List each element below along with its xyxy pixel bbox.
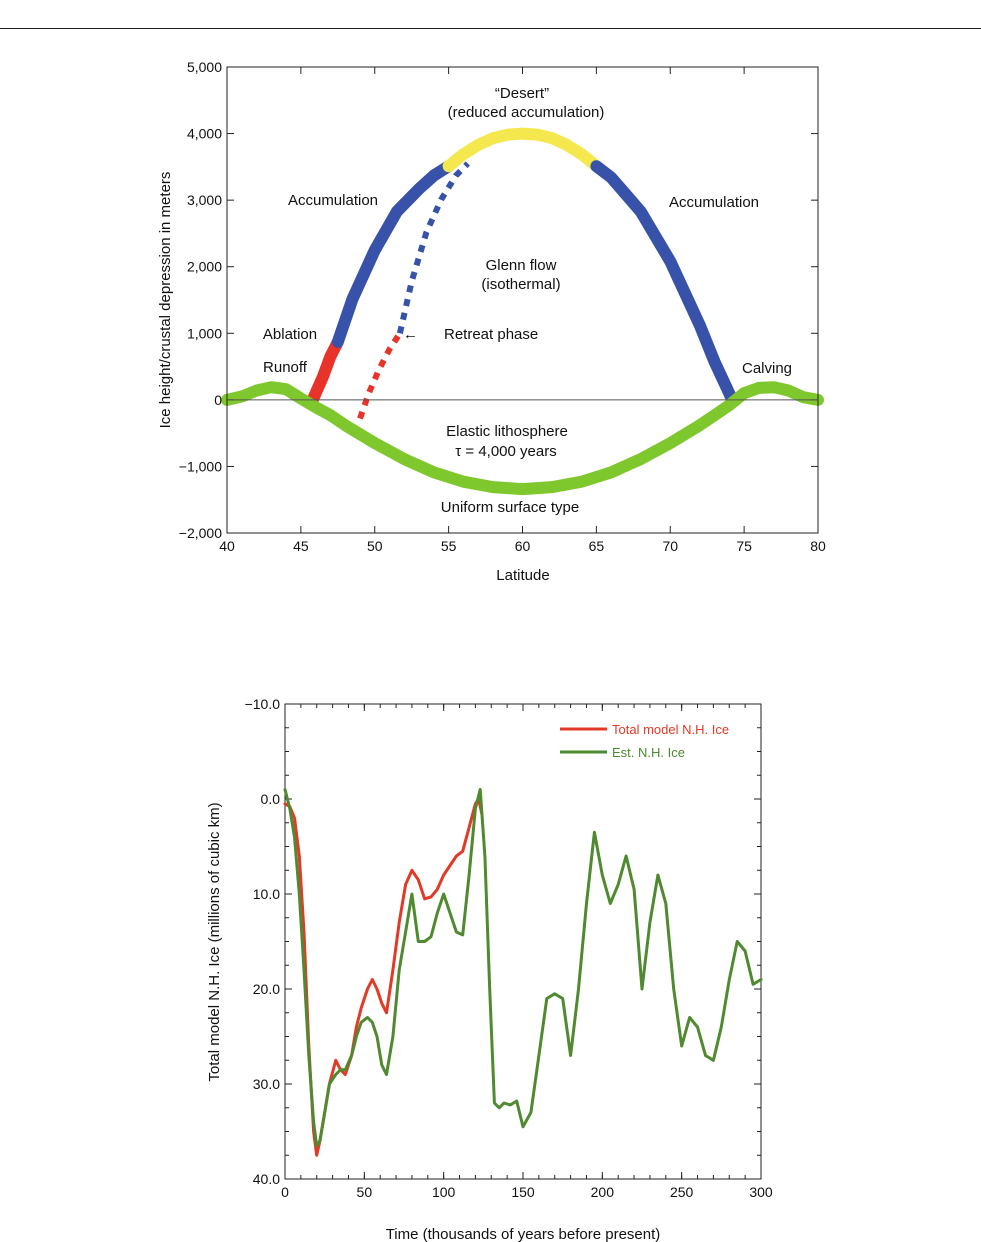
series-line-1 <box>331 160 455 348</box>
series-line-6 <box>221 381 824 496</box>
x-tick-label: 300 <box>749 1184 773 1200</box>
annotation-runoff: Runoff <box>263 359 308 376</box>
plot-frame <box>284 703 762 1180</box>
x-tick-label: 70 <box>662 538 678 554</box>
x-tick-label: 80 <box>810 538 826 554</box>
x-tick-label: 250 <box>670 1184 694 1200</box>
annotation-retreat-arrow: ← <box>403 326 418 343</box>
x-tick-label: 200 <box>591 1184 615 1200</box>
series-line-2 <box>442 127 603 173</box>
x-tick-label: 55 <box>441 538 457 554</box>
annotation-uniform-surface: Uniform surface type <box>441 499 579 516</box>
legend: Total model N.H. Ice Est. N.H. Ice <box>560 722 729 760</box>
y-tick-label: −1,000 <box>179 458 222 474</box>
x-axis-label: Latitude <box>496 567 549 584</box>
x-tick-label: 65 <box>589 538 605 554</box>
annotation-retreat-phase: Retreat phase <box>444 326 538 343</box>
annotation-accumulation-left: Accumulation <box>288 192 378 209</box>
y-tick-label: −10.0 <box>245 696 281 712</box>
annotation-desert-sub: (reduced accumulation) <box>448 104 605 121</box>
y-tick-label: 4,000 <box>187 126 222 142</box>
page-top-rule <box>0 28 981 29</box>
y-tick-label: 5,000 <box>187 59 222 75</box>
y-tick-label: 0 <box>214 392 222 408</box>
annotation-glenn-sub: (isothermal) <box>481 276 560 293</box>
x-tick-label: 50 <box>367 538 383 554</box>
y-tick-label: 40.0 <box>253 1171 280 1187</box>
y-tick-label: 10.0 <box>253 886 280 902</box>
annotation-calving: Calving <box>742 360 792 377</box>
x-tick-label: 45 <box>293 538 309 554</box>
y-tick-label: −2,000 <box>179 525 222 541</box>
x-tick-label: 50 <box>357 1184 373 1200</box>
ice-sheet-profile-chart: 40 45 50 55 60 65 70 75 80 −2,000 −1,000 0 1,000 2,00… <box>157 59 826 584</box>
series-line-3 <box>590 160 739 406</box>
y-tick-label: 30.0 <box>253 1076 280 1092</box>
annotation-accumulation-right: Accumulation <box>669 194 759 211</box>
x-tick-label: 150 <box>511 1184 535 1200</box>
x-tick-label: 60 <box>515 538 531 554</box>
annotation-tau: τ = 4,000 years <box>455 443 556 460</box>
legend-label-total-model: Total model N.H. Ice <box>612 722 729 737</box>
y-axis-label: Ice height/crustal depression in meters <box>157 172 174 429</box>
x-tick-label: 40 <box>219 538 235 554</box>
annotation-desert: “Desert” <box>495 85 549 102</box>
series-line-1 <box>283 788 763 1148</box>
annotation-ablation: Ablation <box>263 326 317 343</box>
series-line-0 <box>283 797 484 1157</box>
x-tick-label: 100 <box>432 1184 456 1200</box>
y-tick-label: 0.0 <box>261 791 281 807</box>
x-tick-label: 75 <box>736 538 752 554</box>
series-line-0 <box>306 335 344 406</box>
series-line-5 <box>357 331 403 420</box>
x-tick-label: 0 <box>281 1184 289 1200</box>
y-tick-label: 20.0 <box>253 981 280 997</box>
legend-label-est: Est. N.H. Ice <box>612 745 685 760</box>
series-line-4 <box>396 161 470 334</box>
y-tick-label: 1,000 <box>187 325 222 341</box>
annotation-glenn-flow: Glenn flow <box>486 257 557 274</box>
x-axis-label-2: Time (thousands of years before present) <box>386 1226 661 1242</box>
annotation-elastic: Elastic lithosphere <box>446 423 568 440</box>
y-tick-label: 3,000 <box>187 192 222 208</box>
y-tick-label: 2,000 <box>187 259 222 275</box>
y-axis-label-2: Total model N.H. Ice (millions of cubic … <box>206 802 223 1081</box>
